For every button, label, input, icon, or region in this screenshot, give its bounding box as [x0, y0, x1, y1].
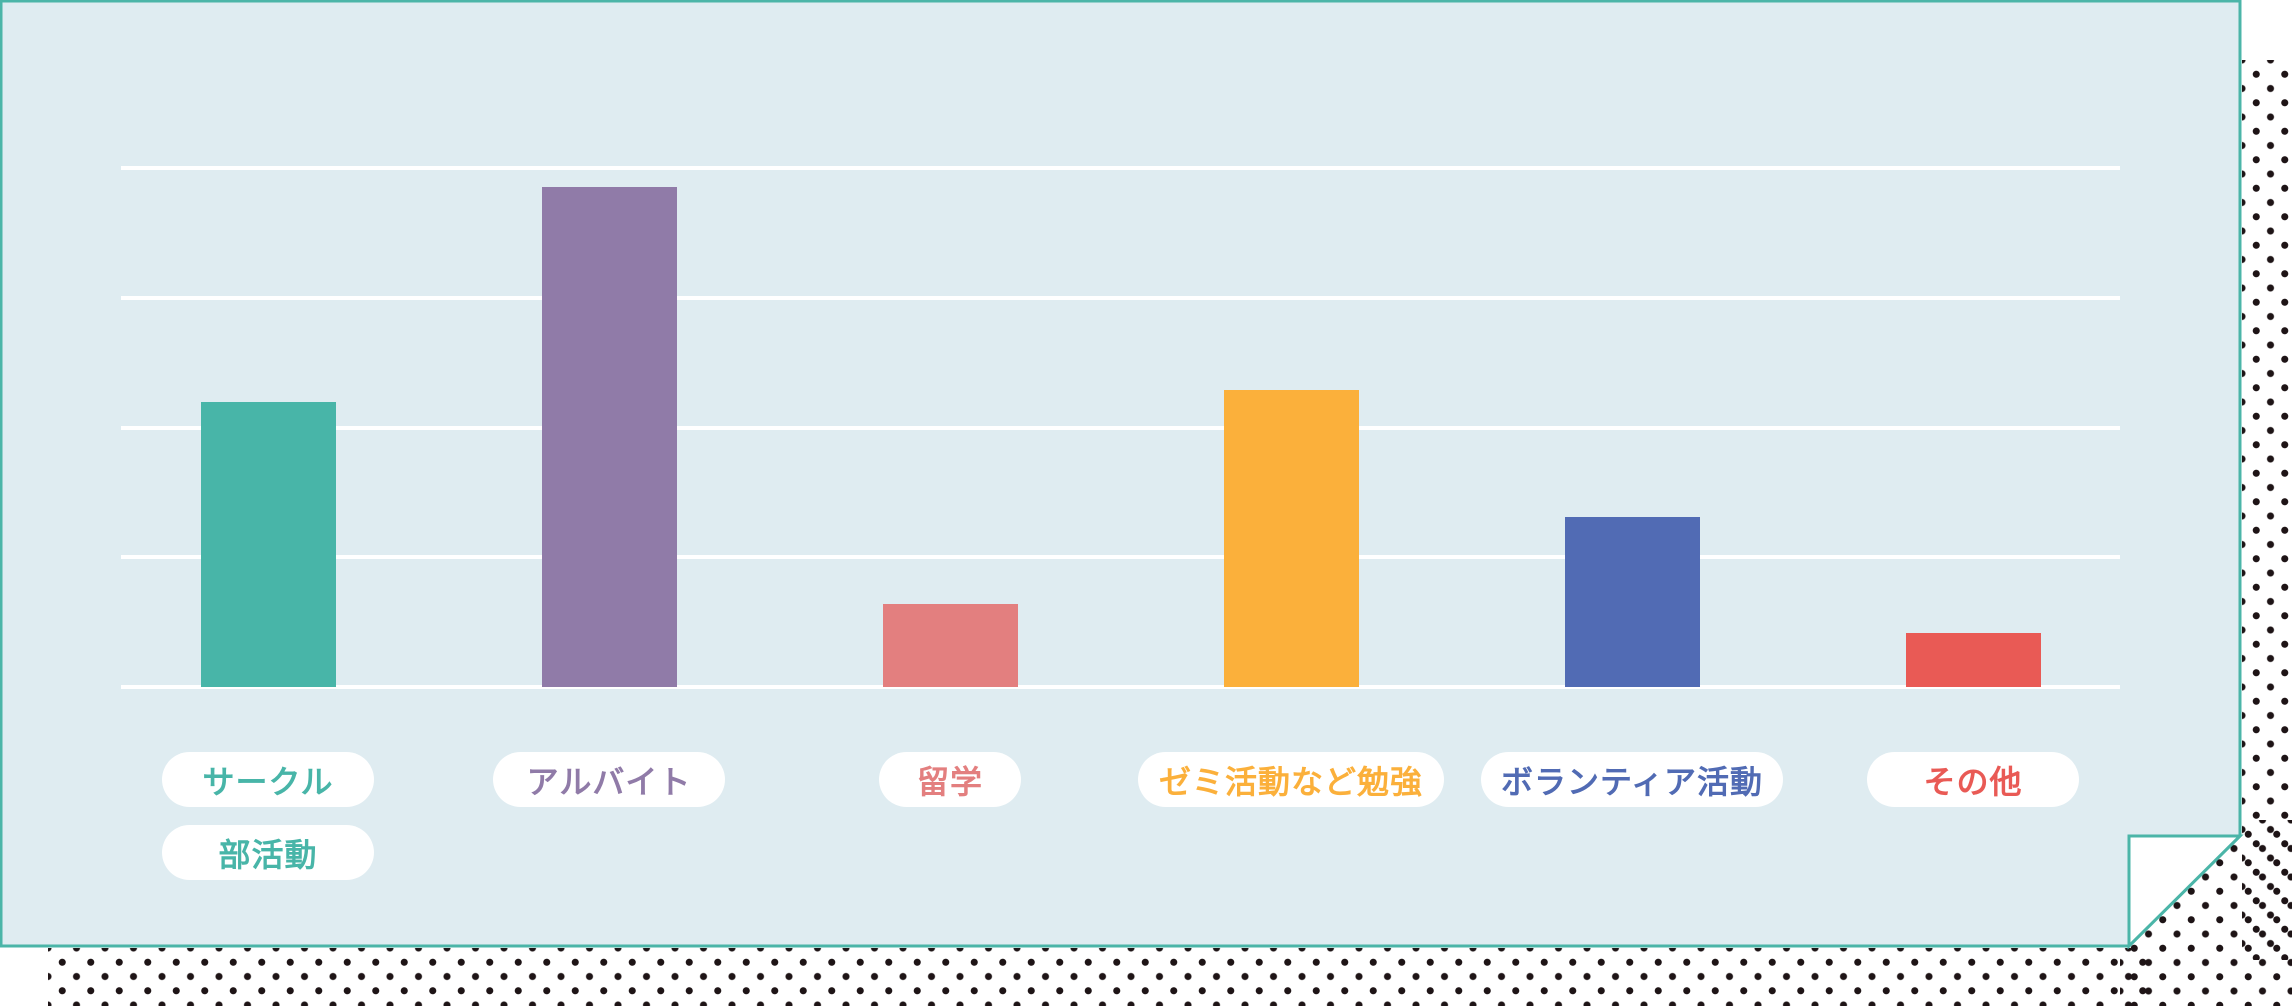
- bar: [1906, 632, 2041, 687]
- bar: [1224, 389, 1359, 687]
- baseline: [121, 685, 2120, 689]
- gridline: [121, 555, 2120, 560]
- category-label: アルバイト: [493, 752, 725, 807]
- bar: [201, 401, 336, 687]
- gridline: [121, 425, 2120, 430]
- category-label: ボランティア活動: [1481, 752, 1783, 807]
- category-label: サークル: [162, 752, 374, 807]
- gridline: [121, 166, 2120, 170]
- bar: [883, 603, 1018, 687]
- chart-panel: サークル部活動 アルバイト 留学 ゼミ活動など勉強 ボランティア活動 その他: [0, 0, 2244, 950]
- gridline: [121, 295, 2120, 300]
- category-label: 留学: [879, 752, 1021, 807]
- category-label: 部活動: [162, 825, 374, 880]
- category-label: その他: [1867, 752, 2079, 807]
- dot-pattern-right: [2242, 60, 2292, 960]
- bar: [1565, 517, 1700, 687]
- folded-corner-icon: [2127, 834, 2244, 950]
- category-label: ゼミ活動など勉強: [1138, 752, 1444, 807]
- dot-pattern-bottom: [48, 948, 2148, 1006]
- bar: [542, 187, 677, 687]
